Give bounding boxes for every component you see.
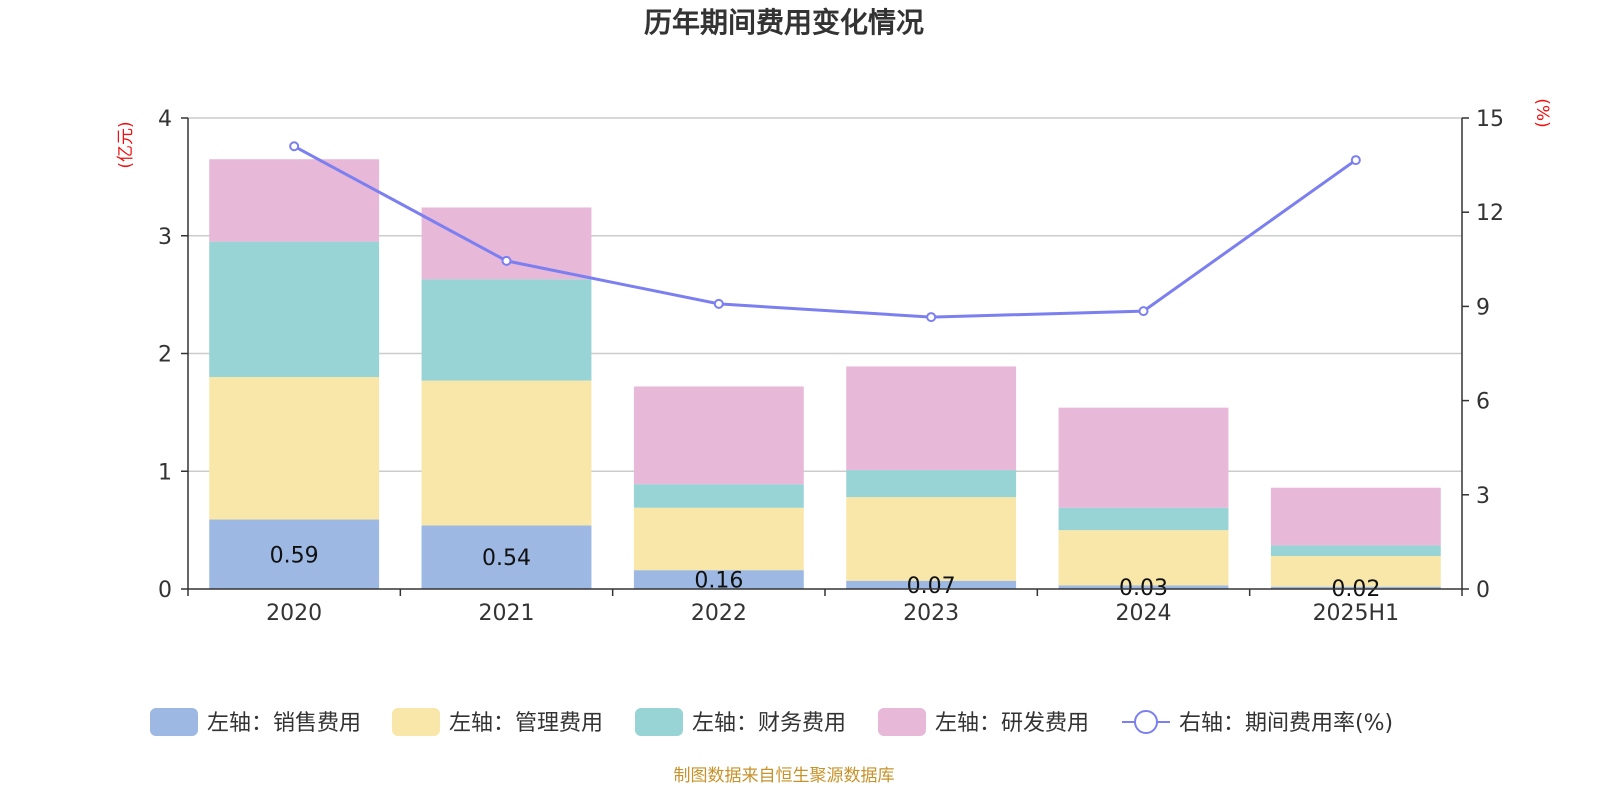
left-axis-tick-label: 4 [158,107,172,132]
rate-point [1350,155,1361,166]
source-note: 制图数据来自恒生聚源数据库 [674,766,895,786]
left-axis-tick-label: 1 [158,460,172,485]
bar-segment [209,519,380,589]
bar-segment [633,507,804,571]
rate-point [713,298,724,309]
chart-title: 历年期间费用变化情况 [644,6,924,39]
legend-swatch [150,708,198,736]
rate-point [1138,306,1149,317]
bars: 0.59 0.540.16 0.07 0.03 0.02 [209,159,1441,602]
bar-segment [846,580,1017,589]
bar-segment [846,497,1017,581]
rate-line [289,141,1361,323]
bar-segment [1270,487,1441,546]
left-axis-tick-label: 2 [158,343,172,368]
right-axis-tick-label: 9 [1476,295,1490,320]
bar-segment [421,525,592,589]
bar-segment [1058,530,1229,586]
right-axis-unit: (%) [1532,98,1552,127]
bar-segment [421,279,592,381]
bar-segment [633,386,804,485]
bar-segment [421,207,592,280]
bar-segment [209,159,380,242]
bar-data-label: 0.07 [907,574,956,599]
legend-label: 右轴：期间费用率(%) [1179,711,1393,736]
legend-label: 左轴：财务费用 [692,711,846,736]
rate-point [926,312,937,323]
legend-swatch [635,708,683,736]
bar-data-label: 0.16 [694,569,743,594]
legend-label: 左轴：研发费用 [935,711,1089,736]
rate-point [289,141,300,152]
bar-segment [1058,407,1229,508]
rate-line-path [293,144,1357,319]
legend-label: 左轴：管理费用 [449,711,603,736]
bar-segment [421,380,592,526]
right-axis-tick-label: 12 [1476,201,1504,226]
bar-data-label: 0.59 [270,543,319,568]
bar-segment [633,484,804,508]
right-axis-tick-label: 0 [1476,578,1490,603]
legend-circle-icon [1134,710,1158,734]
bar-data-label: 0.54 [482,546,531,571]
bar-segment [1270,586,1441,589]
right-axis-tick-label: 15 [1476,107,1504,132]
legend-swatch [878,708,926,736]
right-axis-tick-label: 6 [1476,390,1490,415]
legend-label: 左轴：销售费用 [207,711,361,736]
bar-segment [846,366,1017,471]
x-axis-tick-label: 2024 [1116,601,1172,626]
bar-segment [209,241,380,378]
x-axis-tick-label: 2022 [691,601,747,626]
x-axis-tick-label: 2023 [903,601,959,626]
grid [188,117,1462,472]
legend-swatch [392,708,440,736]
bar-segment [633,570,804,589]
bar-segment [1058,507,1229,531]
x-axis-tick-label: 2025H1 [1313,601,1400,626]
legend: 左轴：销售费用 左轴：管理费用 左轴：财务费用 左轴：研发费用 右轴：期间费用率(%) [150,708,1393,736]
left-axis-unit: (亿元) [116,121,136,168]
bar-segment [1270,556,1441,587]
left-axis-tick-label: 0 [158,578,172,603]
bar-segment [1270,545,1441,557]
bar-segment [209,377,380,520]
left-axis-tick-label: 3 [158,225,172,250]
bar-segment [1058,585,1229,589]
x-axis-tick-label: 2021 [479,601,535,626]
bar-segment [846,470,1017,498]
x-axis-tick-label: 2020 [266,601,322,626]
right-axis-tick-label: 3 [1476,484,1490,509]
rate-point [501,255,512,266]
